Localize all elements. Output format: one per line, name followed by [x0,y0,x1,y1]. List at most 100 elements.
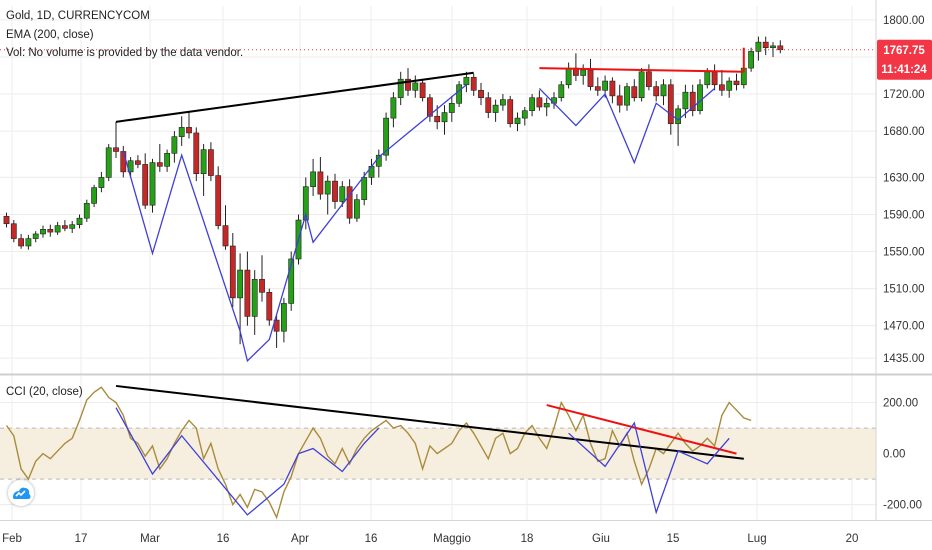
symbol-title: Gold, 1D, CURRENCYCOM [6,10,150,22]
candle-body [91,187,97,204]
time-tick-label: Lug [747,533,766,545]
time-tick-label: Apr [291,533,309,545]
candle-body [383,117,389,156]
candle-body [412,82,419,91]
candle-body [587,69,594,87]
candle-body [61,225,68,229]
candle-body [332,180,338,202]
candle-body [507,99,514,124]
candle-body [397,78,404,99]
candle-body [302,186,309,221]
candle-body [222,225,229,247]
time-tick-label: 18 [521,533,534,545]
time-tick-label: Feb [2,533,22,545]
candle-body [229,245,236,299]
last-price-text: 1767.75 [883,45,925,57]
candle-body [317,171,324,195]
candle-body [244,269,251,317]
candle-body [251,279,258,317]
price-pattern-zigzag [122,84,467,363]
cci-pattern-zigzag [568,421,730,515]
time-tick-label: 16 [365,533,378,545]
candle-body [361,177,368,200]
candle-body [675,108,681,124]
cci-tick-label: 0.00 [883,449,905,461]
price-tick-label: 1680.00 [883,126,925,138]
candle-body [521,110,528,119]
candle-body [259,279,265,293]
price-tick-label: 1720.00 [883,89,925,101]
candle-body [280,303,287,332]
time-tick-label: 15 [667,533,680,545]
candle-body [645,71,652,87]
candle-body [40,229,46,235]
price-tick-label: 1435.00 [883,353,925,365]
countdown-text: 11:41:24 [881,64,927,76]
candle-body [32,233,39,239]
candle-body [624,86,630,106]
candle-body [346,186,353,219]
candle-body [711,71,718,86]
candle-body [558,84,565,99]
candle-body [405,78,411,91]
candle-body [770,45,776,48]
candle-body [390,97,397,119]
time-tick-label: 16 [217,533,230,545]
candle-body [113,147,119,152]
candle-body [266,292,273,321]
candle-body [353,199,360,219]
candle-body [18,238,24,247]
time-tick-label: Mar [140,533,160,545]
candle-body [492,104,499,113]
candle-body [689,91,696,112]
candle-body [178,127,185,137]
candle-body [98,177,105,188]
candle-body [441,112,448,123]
tradingview-logo-icon[interactable] [8,480,34,506]
candle-body [748,51,754,69]
candle-body [667,84,674,124]
candle-body [762,41,769,48]
candle-body [565,67,572,86]
time-tick-label: 17 [75,533,88,545]
time-tick-label: Maggio [433,533,471,545]
candle-body [208,149,214,176]
candle-body [171,136,178,154]
candle-body [142,164,149,206]
candle-body [3,216,10,225]
candle-body [697,84,703,112]
candle-body [448,102,455,113]
candle-body [25,238,32,247]
candle-body [594,86,601,91]
volume-legend[interactable]: Vol: No volume is provided by the data v… [6,47,244,59]
price-tick-label: 1510.00 [883,284,925,296]
candle-body [69,224,76,229]
candle-body [485,97,492,113]
time-axis: Feb 17 Mar 16 Apr 16 Maggio 18 Giu 15 Lug 20 [2,533,858,545]
candle-body [215,175,222,226]
candle-body [733,80,740,86]
candle-body [718,84,725,91]
cci-trendline [115,384,744,460]
drawing-overlays [115,47,745,516]
ema-legend[interactable]: EMA (200, close) [6,29,94,41]
candle-body [54,225,61,233]
candle-body [164,153,170,167]
candle-body [478,90,484,99]
price-tick-label: 1590.00 [883,209,925,221]
candle-body [186,127,192,134]
candle-body [120,151,127,173]
price-tick-label: 1550.00 [883,247,925,259]
candle-body [434,115,441,123]
candle-body [755,41,762,52]
candle-body [47,229,54,233]
price-tick-label: 1470.00 [883,321,925,333]
candle-body [149,162,156,206]
cci-tick-label: -200.00 [883,500,922,512]
candle-body [682,91,689,110]
price-resistance-trendline [115,71,474,123]
candle-body [105,147,112,178]
cci-legend[interactable]: CCI (20, close) [6,386,83,398]
cci-trendline [546,404,737,455]
